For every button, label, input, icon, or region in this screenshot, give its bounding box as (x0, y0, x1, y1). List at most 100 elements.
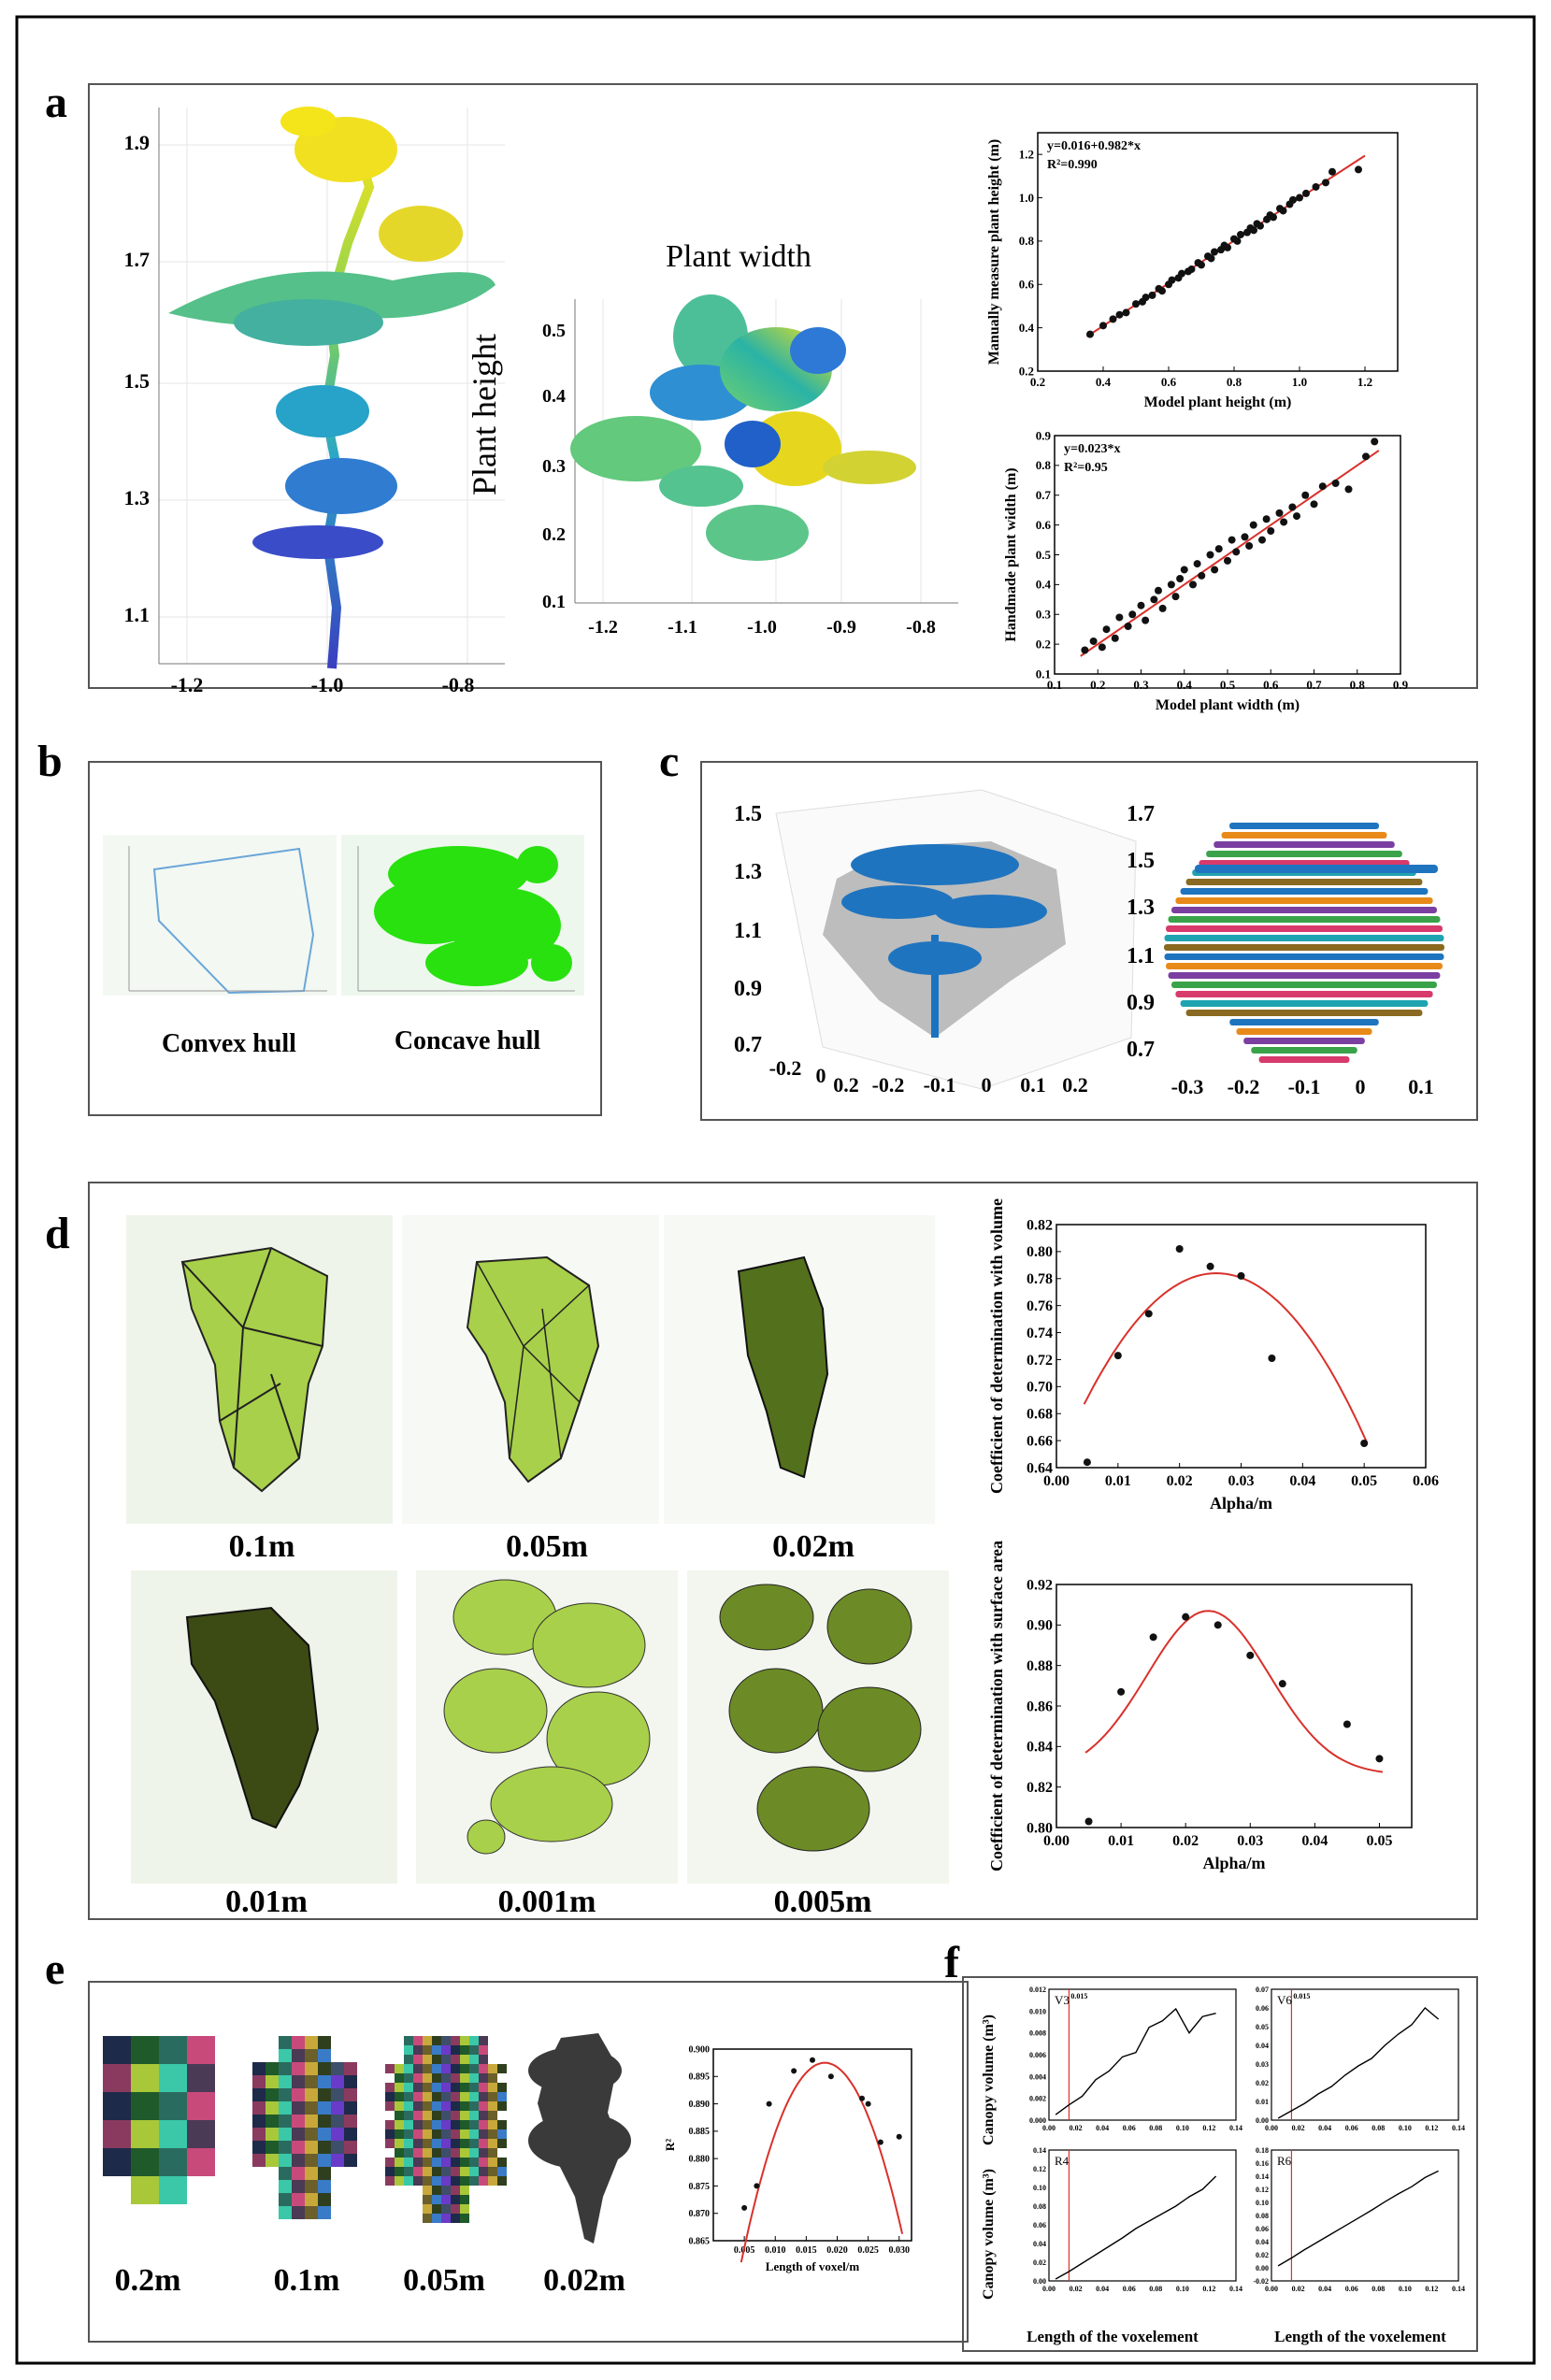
voxel-cell (479, 2083, 488, 2092)
voxel-cell (404, 2101, 413, 2111)
y-tick-label: 0.6 (1019, 278, 1035, 292)
voxel-cell (279, 2101, 292, 2115)
panel-label-a: a (45, 78, 67, 127)
x-tick-label: 0.01 (1108, 1833, 1134, 1849)
x-tick-label: 0.4 (1177, 678, 1193, 692)
voxel-cell (451, 2073, 460, 2083)
x-tick-label: 0.00 (1043, 1833, 1070, 1849)
voxel-cell (460, 2167, 469, 2176)
x-tick-label: 0.7 (1306, 678, 1322, 692)
voxel-cell (395, 2064, 404, 2073)
x-tick-label: 0.12 (1202, 2285, 1215, 2293)
series-line (1277, 2170, 1439, 2267)
data-point (1081, 646, 1089, 654)
x-axis-label: Model plant width (m) (1156, 697, 1300, 713)
voxel-cell (488, 2148, 497, 2158)
voxel-cell (479, 2055, 488, 2064)
voxel-cell (159, 2120, 187, 2148)
voxel-cell (479, 2073, 488, 2083)
x-tick-label: 0.14 (1229, 2124, 1242, 2132)
voxel-cell (395, 2148, 404, 2158)
c-right-y-tick: 1.5 (1127, 849, 1155, 873)
voxel-cell (460, 2120, 469, 2129)
voxel-cell (460, 2055, 469, 2064)
slice-band (1229, 1019, 1379, 1025)
y-tick-label: 0.4 (1019, 321, 1035, 335)
data-point (877, 2139, 883, 2145)
voxel-cell (344, 2062, 357, 2075)
mesh-label: 0.005m (774, 1885, 872, 1919)
y-tick-label: 0.8 (1036, 458, 1052, 472)
x-tick-label: 0.10 (1399, 2285, 1412, 2293)
voxel-cell (385, 2083, 395, 2092)
y-tick-label: 0.4 (1036, 578, 1052, 592)
y-tick-label: 0.880 (689, 2154, 711, 2164)
x-tick-label: 0.02 (1070, 2124, 1083, 2132)
growth-stage-label: R4 (1055, 2154, 1070, 2168)
voxel-cell (441, 2111, 451, 2120)
voxel-cell (460, 2092, 469, 2101)
x-tick-label: 0.04 (1318, 2285, 1331, 2293)
voxel-cell (318, 2062, 331, 2075)
x-tick-label: 0.02 (1167, 1473, 1193, 1489)
x-tick-label: 1.2 (1357, 375, 1372, 389)
data-point (1158, 287, 1166, 295)
y-tick-label: 0.76 (1027, 1298, 1053, 1314)
canopy-volume-V6-chart: 0.00 0.02 0.04 0.06 0.08 0.10 0.12 0.14 0.00 0.01… (1256, 1986, 1465, 2132)
voxel-cell (460, 2214, 469, 2223)
x-tick-label: 0.04 (1096, 2285, 1109, 2293)
data-point (1280, 518, 1288, 526)
data-point (1207, 254, 1215, 263)
voxel-cell (432, 2092, 441, 2101)
y-tick-label: 0.002 (1029, 2095, 1046, 2103)
voxel-cell (423, 2214, 432, 2223)
plot-frame (1271, 2149, 1459, 2282)
voxel-cell (413, 2073, 423, 2083)
voxel-cell (423, 2139, 432, 2148)
voxel-cell (318, 2154, 331, 2167)
voxel-cell (103, 2148, 131, 2176)
panel-c-frame (700, 761, 1478, 1121)
slice-band (1195, 865, 1438, 873)
x-tick-label: 0.10 (1176, 2285, 1189, 2293)
voxel-cell (451, 2148, 460, 2158)
slice-band (1175, 991, 1433, 997)
voxel-cell (460, 2111, 469, 2120)
series-line (1277, 2007, 1440, 2119)
y-tick-label: 0.86 (1027, 1699, 1053, 1714)
voxel-cell (279, 2088, 292, 2101)
voxel-cell (432, 2055, 441, 2064)
y-tick-label: 0.16 (1256, 2159, 1269, 2168)
voxel-cell (331, 2088, 344, 2101)
mesh-label: 0.1m (229, 1529, 295, 1564)
y-tick-label: 0.5 (1036, 548, 1052, 562)
c-left-x-tick: 0 (816, 1064, 826, 1087)
slice-band (1206, 851, 1402, 857)
voxel-cell (404, 2148, 413, 2158)
voxel-cell (423, 2176, 432, 2186)
voxel-cell (479, 2176, 488, 2186)
voxel-cell (413, 2101, 423, 2111)
top-x-tick: -0.9 (826, 617, 856, 638)
data-point (1180, 566, 1188, 574)
voxel-cell (187, 2064, 215, 2092)
voxel-cell (331, 2062, 344, 2075)
voxel-cell (441, 2092, 451, 2101)
voxel-cell (441, 2055, 451, 2064)
data-point (1132, 300, 1140, 308)
voxel-cell (451, 2167, 460, 2176)
voxel-cell (159, 2092, 187, 2120)
x-tick-label: 0.5 (1220, 678, 1236, 692)
voxel-cell (103, 2064, 131, 2092)
voxel-cell (318, 2167, 331, 2180)
voxel-cell (187, 2148, 215, 2176)
voxel-cell (344, 2075, 357, 2088)
f-ylabel-bottom: Canopy volume (m³) (981, 2169, 997, 2300)
voxel-cell (279, 2206, 292, 2219)
voxel-cell (479, 2148, 488, 2158)
data-point (1187, 265, 1196, 274)
voxel-cell (479, 2139, 488, 2148)
voxel-cell (460, 2036, 469, 2045)
x-tick-label: 0.08 (1149, 2285, 1162, 2293)
voxel-cell (305, 2115, 318, 2128)
